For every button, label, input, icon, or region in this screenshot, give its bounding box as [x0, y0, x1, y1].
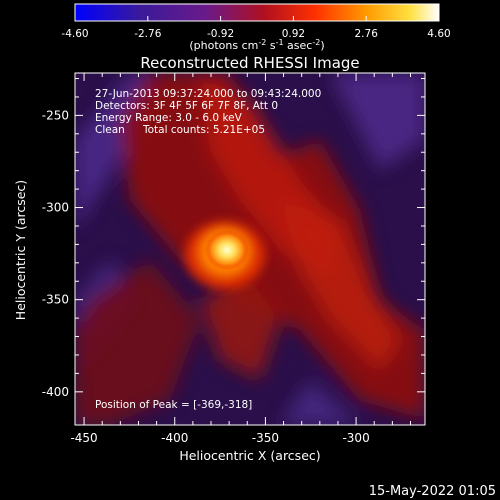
- y-tick-label: -250: [42, 108, 69, 122]
- x-tick-label: -450: [70, 431, 97, 445]
- annotation-energy-range: Energy Range: 3.0 - 6.0 keV: [95, 112, 243, 124]
- colorbar-ticks: -4.60 -2.76 -0.92 0.92 2.76 4.60: [61, 16, 451, 40]
- peak-source: [205, 230, 249, 270]
- colorbar-tick-label: 2.76: [355, 28, 379, 40]
- annotation-method: Clean: [95, 124, 125, 136]
- colorbar: [74, 3, 440, 22]
- colorbar-units: (photons cm-2 s-1 asec-2): [189, 38, 324, 52]
- rhessi-image: [75, 73, 425, 425]
- x-tick-label: -400: [161, 431, 188, 445]
- axis-ticks: -450 -400 -350 -300 -250 -300 -350 -400: [42, 73, 425, 445]
- image-frame: [74, 72, 426, 426]
- colorbar-tick-label: -0.92: [207, 28, 234, 40]
- x-tick-label: -350: [252, 431, 279, 445]
- annotation-time-range: 27-Jun-2013 09:37:24.000 to 09:43:24.000: [95, 88, 321, 100]
- colorbar-tick-label: -4.60: [61, 28, 88, 40]
- y-axis-label: Heliocentric Y (arcsec): [13, 180, 28, 320]
- plot-title: Reconstructed RHESSI Image: [140, 54, 359, 72]
- colorbar-tick-label: 0.92: [282, 28, 305, 40]
- y-tick-label: -350: [42, 293, 69, 307]
- y-tick-label: -300: [42, 201, 69, 215]
- annotation-detectors: Detectors: 3F 4F 5F 6F 7F 8F, Att 0: [95, 100, 278, 112]
- x-axis-label: Heliocentric X (arcsec): [179, 448, 320, 463]
- x-tick-label: -300: [342, 431, 369, 445]
- colorbar-tick-label: 4.60: [427, 28, 450, 40]
- footer-timestamp: 15-May-2022 01:05: [369, 484, 496, 499]
- annotation-peak-position: Position of Peak = [-369,-318]: [95, 399, 252, 411]
- annotation-total-counts: Total counts: 5.21E+05: [142, 124, 265, 136]
- y-tick-label: -400: [42, 385, 69, 399]
- colorbar-tick-label: -2.76: [134, 28, 161, 40]
